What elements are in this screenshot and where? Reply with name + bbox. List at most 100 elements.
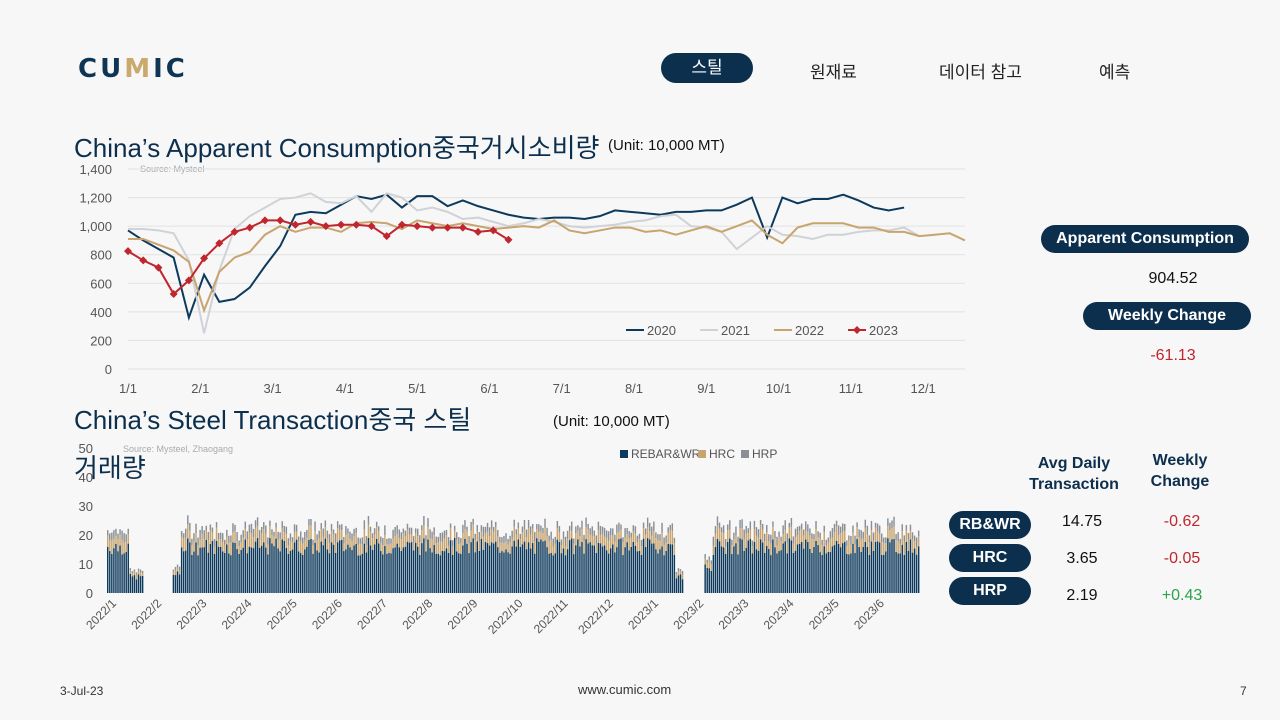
bar-segment-REBAR&WR <box>770 555 772 593</box>
bar-segment-REBAR&WR <box>605 550 608 593</box>
bar-segment-REBAR&WR <box>872 550 875 593</box>
bar-segment-HRC <box>546 535 548 548</box>
bar-segment-HRP <box>601 526 604 534</box>
nav-tab-steel[interactable]: 스틸 <box>661 53 753 83</box>
bar-segment-REBAR&WR <box>876 541 879 593</box>
bar-segment-REBAR&WR <box>499 552 501 593</box>
bar-segment-REBAR&WR <box>575 545 577 593</box>
bar-segment-REBAR&WR <box>244 539 247 593</box>
bar-segment-HRC <box>252 537 255 549</box>
bar-segment-HRP <box>891 520 893 529</box>
bar-segment-HRP <box>492 526 495 532</box>
bar-segment-HRP <box>367 516 370 525</box>
bar-segment-REBAR&WR <box>213 553 216 593</box>
bar-segment-REBAR&WR <box>733 546 735 593</box>
chart2-y-tick: 50 <box>79 441 93 456</box>
series-point-2023 <box>428 223 437 232</box>
bar-segment-HRP <box>675 572 678 574</box>
legend-label-REBAR&WR: REBAR&WR <box>631 447 701 461</box>
bar-segment-REBAR&WR <box>601 546 604 593</box>
bar-segment-REBAR&WR <box>291 549 294 593</box>
bar-segment-HRC <box>388 544 390 553</box>
bar-segment-HRC <box>336 528 339 543</box>
bar-segment-HRP <box>850 536 852 545</box>
bar-segment-HRC <box>854 544 856 554</box>
bar-segment-HRP <box>135 572 138 575</box>
bar-segment-HRC <box>591 535 593 546</box>
bar-segment-HRC <box>657 539 659 554</box>
bar-segment-REBAR&WR <box>568 540 571 593</box>
chart2-x-tick: 2022/9 <box>445 596 481 632</box>
bar-segment-HRP <box>279 532 281 539</box>
bar-segment-HRP <box>663 537 665 545</box>
bar-segment-HRP <box>398 529 400 539</box>
bar-segment-HRP <box>548 535 550 542</box>
bar-segment-HRP <box>558 526 561 533</box>
bar-segment-HRP <box>813 534 815 540</box>
bar-segment-REBAR&WR <box>361 553 364 593</box>
nav-tab-raw-material[interactable]: 원재료 <box>810 63 857 82</box>
bar-segment-HRC <box>291 542 294 550</box>
series-point-2023 <box>215 239 224 248</box>
bar-segment-HRC <box>107 535 109 547</box>
nav-tab-data-reference[interactable]: 데이터 참고 <box>939 63 1022 82</box>
bar-segment-HRC <box>240 542 242 551</box>
bar-segment-HRC <box>706 562 708 568</box>
bar-segment-REBAR&WR <box>412 550 415 593</box>
bar-segment-REBAR&WR <box>583 553 585 593</box>
chart2-y-tick-labels: 0 10 20 30 40 50 <box>79 441 93 601</box>
bar-segment-REBAR&WR <box>774 547 776 593</box>
bar-segment-HRC <box>915 547 918 555</box>
bar-segment-HRP <box>474 533 476 541</box>
bar-segment-REBAR&WR <box>135 579 138 593</box>
footer-url[interactable]: www.cumic.com <box>578 682 672 697</box>
bar-segment-HRP <box>174 566 177 571</box>
bar-segment-HRP <box>655 532 657 539</box>
steel-transaction-bar-chart: Source: Mysteel, Zhaogang 0 10 20 30 40 50 20… <box>79 441 920 637</box>
bar-segment-HRP <box>772 521 774 527</box>
bar-segment-HRP <box>373 528 376 535</box>
bar-segment-HRP <box>445 529 448 536</box>
bar-segment-HRC <box>285 534 288 549</box>
bar-segment-HRP <box>544 518 546 528</box>
bar-segment-HRP <box>616 524 618 534</box>
bar-segment-REBAR&WR <box>332 544 335 593</box>
bar-segment-REBAR&WR <box>119 545 121 593</box>
bar-segment-HRC <box>466 531 468 544</box>
bar-segment-HRP <box>417 528 419 537</box>
bar-segment-HRP <box>511 530 513 539</box>
bar-segment-HRC <box>727 530 729 542</box>
bar-segment-HRP <box>527 519 530 529</box>
chart1-x-tick: 9/1 <box>697 381 715 396</box>
bar-segment-HRC <box>885 543 887 552</box>
bar-segment-HRP <box>893 516 895 527</box>
bar-segment-HRP <box>396 525 398 534</box>
series-point-2023 <box>276 216 285 225</box>
bar-segment-HRC <box>653 530 655 544</box>
bar-segment-HRP <box>330 523 333 532</box>
bar-segment-HRC <box>172 571 175 575</box>
bar-segment-HRC <box>330 531 333 543</box>
bar-segment-HRC <box>289 540 292 551</box>
bar-segment-HRP <box>868 535 871 543</box>
bar-segment-REBAR&WR <box>901 544 903 593</box>
bar-segment-HRC <box>125 541 127 553</box>
chart1-legend: 2020 2021 2022 2023 <box>626 323 898 338</box>
bar-segment-REBAR&WR <box>858 546 860 593</box>
bar-segment-HRC <box>302 543 304 555</box>
bar-segment-HRP <box>458 537 460 545</box>
bar-segment-HRP <box>517 522 520 529</box>
bar-segment-REBAR&WR <box>441 550 444 593</box>
bar-segment-HRC <box>306 537 308 547</box>
bar-segment-HRP <box>129 568 132 571</box>
bar-segment-HRP <box>244 521 247 529</box>
bar-segment-HRC <box>458 544 460 554</box>
bar-segment-HRP <box>480 525 483 532</box>
nav-tab-forecast[interactable]: 예측 <box>1099 63 1131 82</box>
bar-segment-REBAR&WR <box>841 543 844 593</box>
bar-segment-REBAR&WR <box>741 539 743 593</box>
bar-segment-REBAR&WR <box>414 542 417 593</box>
bar-segment-REBAR&WR <box>269 538 271 593</box>
bar-segment-HRC <box>609 535 612 549</box>
bar-segment-HRP <box>708 556 710 561</box>
